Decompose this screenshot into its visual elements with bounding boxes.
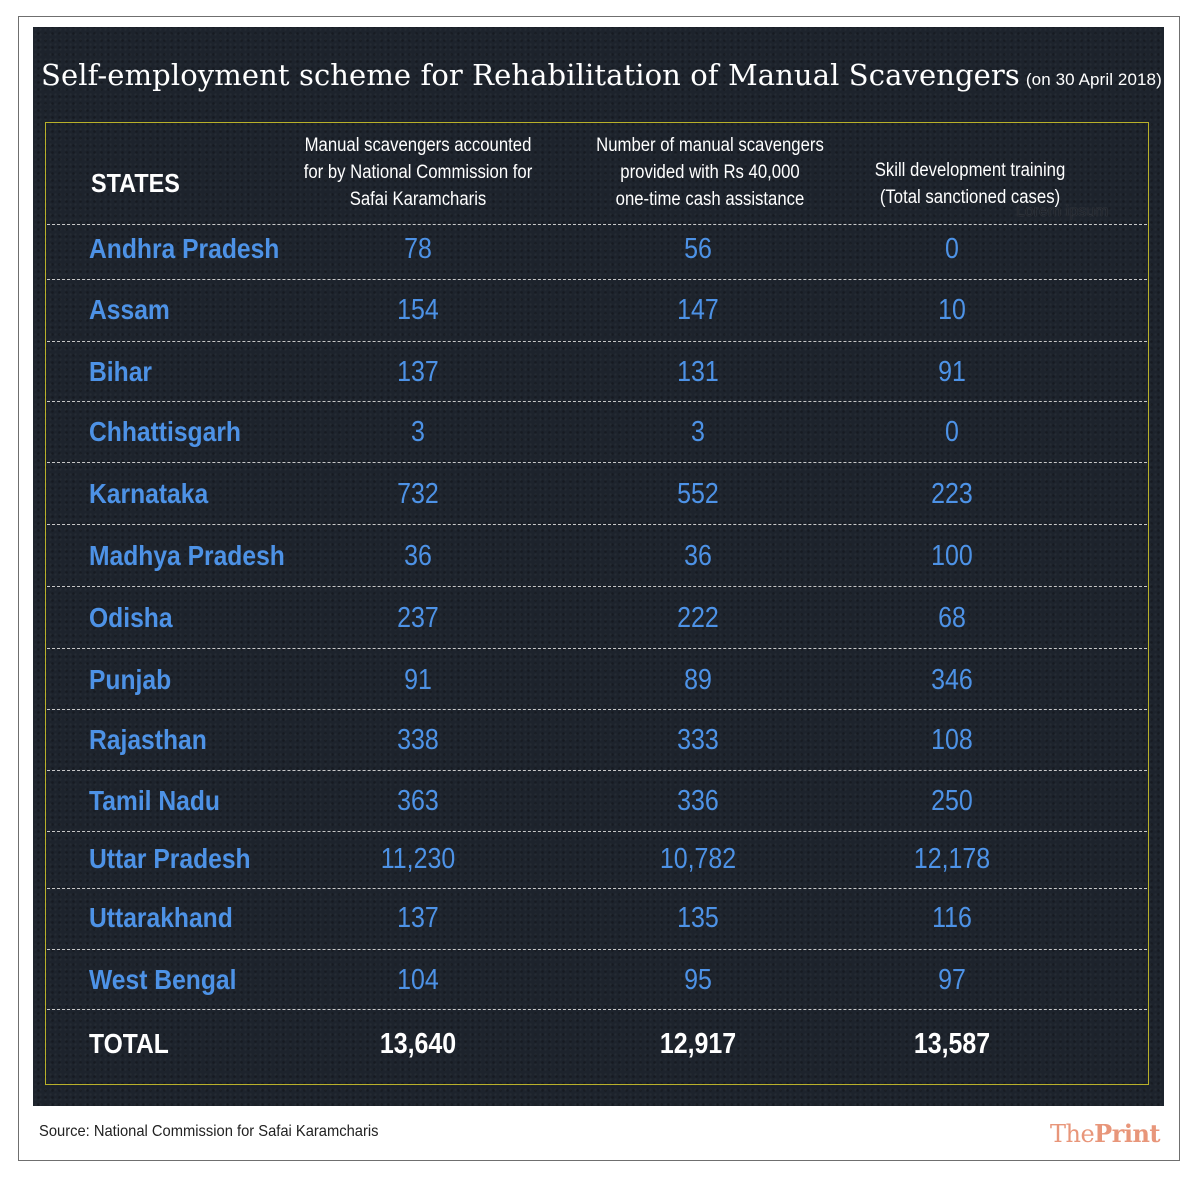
state-name: Odisha bbox=[89, 602, 173, 633]
cell-skill-training: 108 bbox=[931, 724, 973, 756]
total-label: TOTAL bbox=[89, 1028, 169, 1059]
header-line: Skill development training bbox=[874, 160, 1066, 181]
header-col-cash: Number of manual scavengers provided wit… bbox=[578, 132, 842, 213]
cell-cash-assistance: 56 bbox=[684, 233, 712, 265]
header-states: STATES bbox=[91, 168, 180, 198]
logo-part-print: Print bbox=[1094, 1119, 1161, 1148]
state-name: Madhya Pradesh bbox=[89, 540, 285, 571]
cell-cash-assistance: 3 bbox=[691, 416, 705, 448]
total-skill-training: 13,587 bbox=[913, 1028, 991, 1060]
row-divider bbox=[47, 462, 1147, 463]
state-name: West Bengal bbox=[89, 964, 237, 995]
cell-accounted: 137 bbox=[397, 356, 439, 388]
cell-accounted: 91 bbox=[404, 664, 432, 696]
cell-cash-assistance: 222 bbox=[677, 602, 719, 634]
header-line: (Total sanctioned cases) bbox=[879, 187, 1061, 208]
row-divider bbox=[47, 709, 1147, 710]
header-line: Safai Karamcharis bbox=[349, 189, 487, 210]
cell-accounted: 11,230 bbox=[380, 843, 456, 875]
row-divider bbox=[47, 770, 1147, 771]
cell-cash-assistance: 552 bbox=[677, 478, 719, 510]
cell-cash-assistance: 333 bbox=[677, 724, 719, 756]
cell-skill-training: 116 bbox=[932, 902, 972, 934]
total-cash-assistance: 12,917 bbox=[659, 1028, 737, 1060]
header-col-accounted: Manual scavengers accounted for by Natio… bbox=[286, 132, 550, 213]
row-divider bbox=[47, 224, 1147, 225]
cell-cash-assistance: 131 bbox=[677, 356, 719, 388]
source-note: Source: National Commission for Safai Ka… bbox=[39, 1123, 379, 1140]
cell-skill-training: 91 bbox=[938, 356, 966, 388]
state-name: Chhattisgarh bbox=[89, 416, 241, 447]
total-accounted: 13,640 bbox=[379, 1028, 457, 1060]
theprint-logo: ThePrint bbox=[1050, 1119, 1161, 1148]
header-line: Number of manual scavengers bbox=[596, 135, 824, 156]
header-line: one-time cash assistance bbox=[615, 189, 805, 210]
title-date: (on 30 April 2018) bbox=[1025, 70, 1162, 89]
state-name: Punjab bbox=[89, 664, 172, 695]
cell-cash-assistance: 336 bbox=[677, 785, 719, 817]
table-panel bbox=[33, 27, 1164, 1106]
cell-skill-training: 250 bbox=[931, 785, 973, 817]
row-divider bbox=[47, 648, 1147, 649]
state-name: Bihar bbox=[89, 356, 152, 387]
cell-accounted: 154 bbox=[397, 294, 439, 326]
state-name: Karnataka bbox=[89, 478, 209, 509]
cell-skill-training: 100 bbox=[931, 540, 973, 572]
cell-skill-training: 0 bbox=[945, 416, 959, 448]
logo-part-the: The bbox=[1050, 1120, 1095, 1148]
header-line: Manual scavengers accounted bbox=[304, 135, 532, 156]
page-title: Self-employment scheme for Rehabilitatio… bbox=[41, 58, 1171, 92]
row-divider bbox=[47, 1009, 1147, 1010]
header-line: for by National Commission for bbox=[303, 162, 533, 183]
header-line: provided with Rs 40,000 bbox=[620, 162, 800, 183]
cell-accounted: 338 bbox=[397, 724, 439, 756]
row-divider bbox=[47, 586, 1147, 587]
cell-accounted: 137 bbox=[397, 902, 439, 934]
row-divider bbox=[47, 279, 1147, 280]
state-name: Uttarakhand bbox=[89, 902, 233, 933]
cell-skill-training: 0 bbox=[945, 233, 959, 265]
state-name: Uttar Pradesh bbox=[89, 843, 251, 874]
cell-cash-assistance: 147 bbox=[677, 294, 719, 326]
cell-skill-training: 68 bbox=[938, 602, 966, 634]
cell-skill-training: 10 bbox=[938, 294, 966, 326]
row-divider bbox=[47, 341, 1147, 342]
cell-cash-assistance: 95 bbox=[684, 964, 712, 996]
cell-cash-assistance: 10,782 bbox=[659, 843, 737, 875]
cell-cash-assistance: 135 bbox=[677, 902, 719, 934]
header-col-skill: Skill development training (Total sancti… bbox=[838, 157, 1102, 211]
cell-cash-assistance: 89 bbox=[684, 664, 712, 696]
cell-cash-assistance: 36 bbox=[684, 540, 712, 572]
row-divider bbox=[47, 524, 1147, 525]
cell-accounted: 36 bbox=[404, 540, 432, 572]
state-name: Rajasthan bbox=[89, 724, 207, 755]
state-name: Assam bbox=[89, 294, 170, 325]
cell-accounted: 104 bbox=[397, 964, 439, 996]
state-name: Tamil Nadu bbox=[89, 785, 220, 816]
cell-skill-training: 12,178 bbox=[913, 843, 991, 875]
row-divider bbox=[47, 888, 1147, 889]
cell-accounted: 78 bbox=[404, 233, 432, 265]
table-border bbox=[45, 122, 1149, 1085]
title-text: Self-employment scheme for Rehabilitatio… bbox=[41, 58, 1020, 92]
cell-skill-training: 223 bbox=[931, 478, 973, 510]
row-divider bbox=[47, 831, 1147, 832]
cell-skill-training: 346 bbox=[931, 664, 973, 696]
state-name: Andhra Pradesh bbox=[89, 233, 280, 264]
cell-accounted: 732 bbox=[397, 478, 439, 510]
watermark-text: Lorem ipsum bbox=[1016, 203, 1109, 220]
cell-accounted: 3 bbox=[411, 416, 425, 448]
cell-accounted: 237 bbox=[397, 602, 439, 634]
cell-accounted: 363 bbox=[397, 785, 439, 817]
row-divider bbox=[47, 401, 1147, 402]
cell-skill-training: 97 bbox=[938, 964, 966, 996]
row-divider bbox=[47, 949, 1147, 950]
